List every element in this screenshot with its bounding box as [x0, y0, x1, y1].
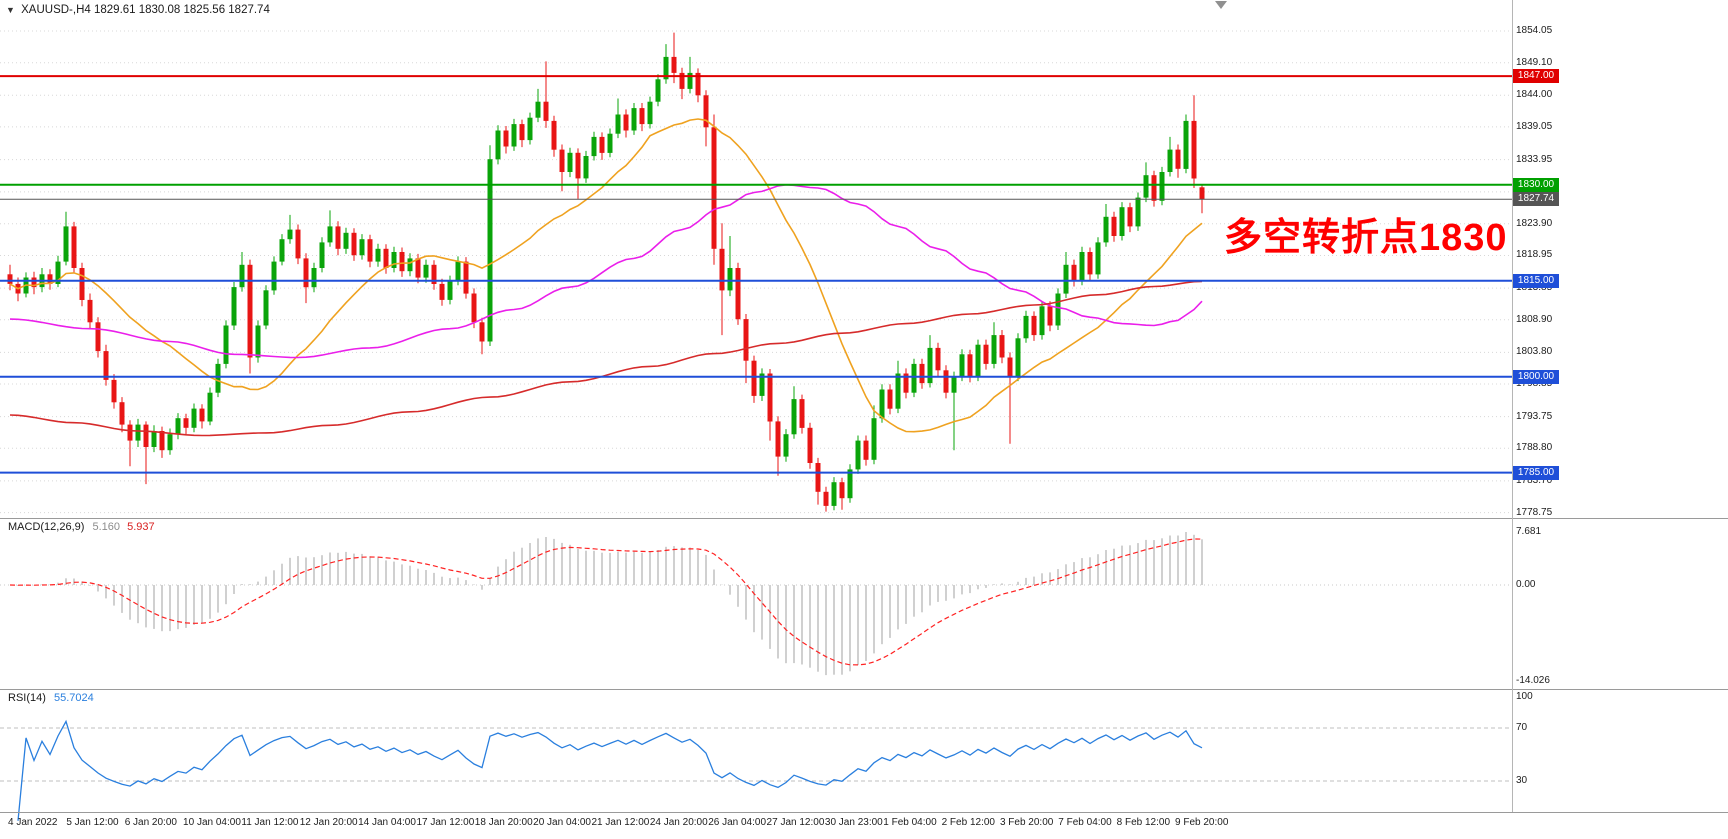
- rsi-line: [17, 719, 1203, 821]
- annotation-text: 多空转折点1830: [1224, 217, 1508, 259]
- rsi-name: RSI(14): [8, 692, 46, 704]
- pane-separators: [0, 0, 1728, 813]
- macd-main-value: 5.160: [92, 521, 121, 533]
- ma-fast: [9, 118, 1203, 433]
- macd-indicator-label: MACD(12,26,9) 5.160 5.937: [8, 521, 155, 533]
- macd-signal-value: 5.937: [127, 521, 155, 533]
- macd-signal-line: [9, 538, 1203, 666]
- rsi-indicator-label: RSI(14) 55.7024: [8, 692, 94, 704]
- macd-pane[interactable]: [0, 532, 1512, 676]
- rsi-pane[interactable]: [0, 719, 1512, 821]
- ohlc-values: 1829.61 1830.08 1825.56 1827.74: [93, 4, 270, 16]
- ma-mid: [9, 183, 1203, 359]
- rsi-value: 55.7024: [53, 692, 94, 704]
- chart-shift-marker-icon[interactable]: [1215, 1, 1227, 9]
- chart-title: ▼ XAUUSD-,H4 1829.61 1830.08 1825.56 182…: [6, 4, 270, 16]
- symbol-timeframe-label: XAUUSD-,H4: [21, 4, 91, 16]
- symbol-dropdown-icon[interactable]: ▼: [6, 5, 15, 15]
- ma-slow: [9, 280, 1203, 437]
- macd-name: MACD(12,26,9): [8, 521, 85, 533]
- main-pane[interactable]: [0, 1, 1512, 514]
